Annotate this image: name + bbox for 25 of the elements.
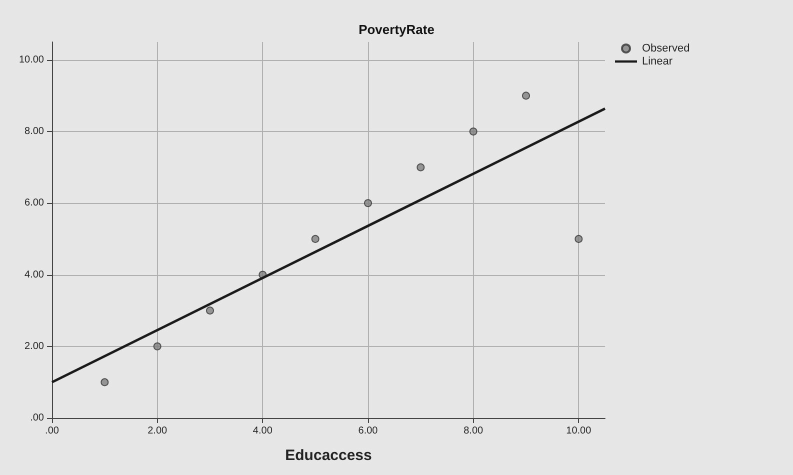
point [416,163,425,172]
x-tick-label: 2.00 [148,426,168,436]
legend-label: Linear [642,56,673,68]
x-axis-title: Educaccess [285,447,372,464]
x-tick-label: 6.00 [358,426,378,436]
point [153,342,162,350]
point [469,128,478,136]
point [311,234,320,243]
y-tick-label: 10.00 [18,54,44,66]
y-tick-label: 8.00 [24,126,44,138]
x-tick-label: 10.00 [566,426,592,436]
point [100,378,109,386]
y-tick-label: .00 [30,412,44,424]
x-tick-label: 8.00 [464,426,484,436]
y-tick-label: 2.00 [24,340,44,352]
chart-title: PovertyRate [358,22,434,37]
point [522,92,530,100]
point [206,306,214,315]
legend-label: Observed [642,42,690,54]
y-tick-label: 4.00 [24,269,44,280]
point [364,199,372,208]
x-tick-label: 4.00 [252,426,273,436]
x-tick-label: .00 [45,426,60,436]
y-tick-label: 6.00 [24,198,44,209]
point [574,234,583,243]
